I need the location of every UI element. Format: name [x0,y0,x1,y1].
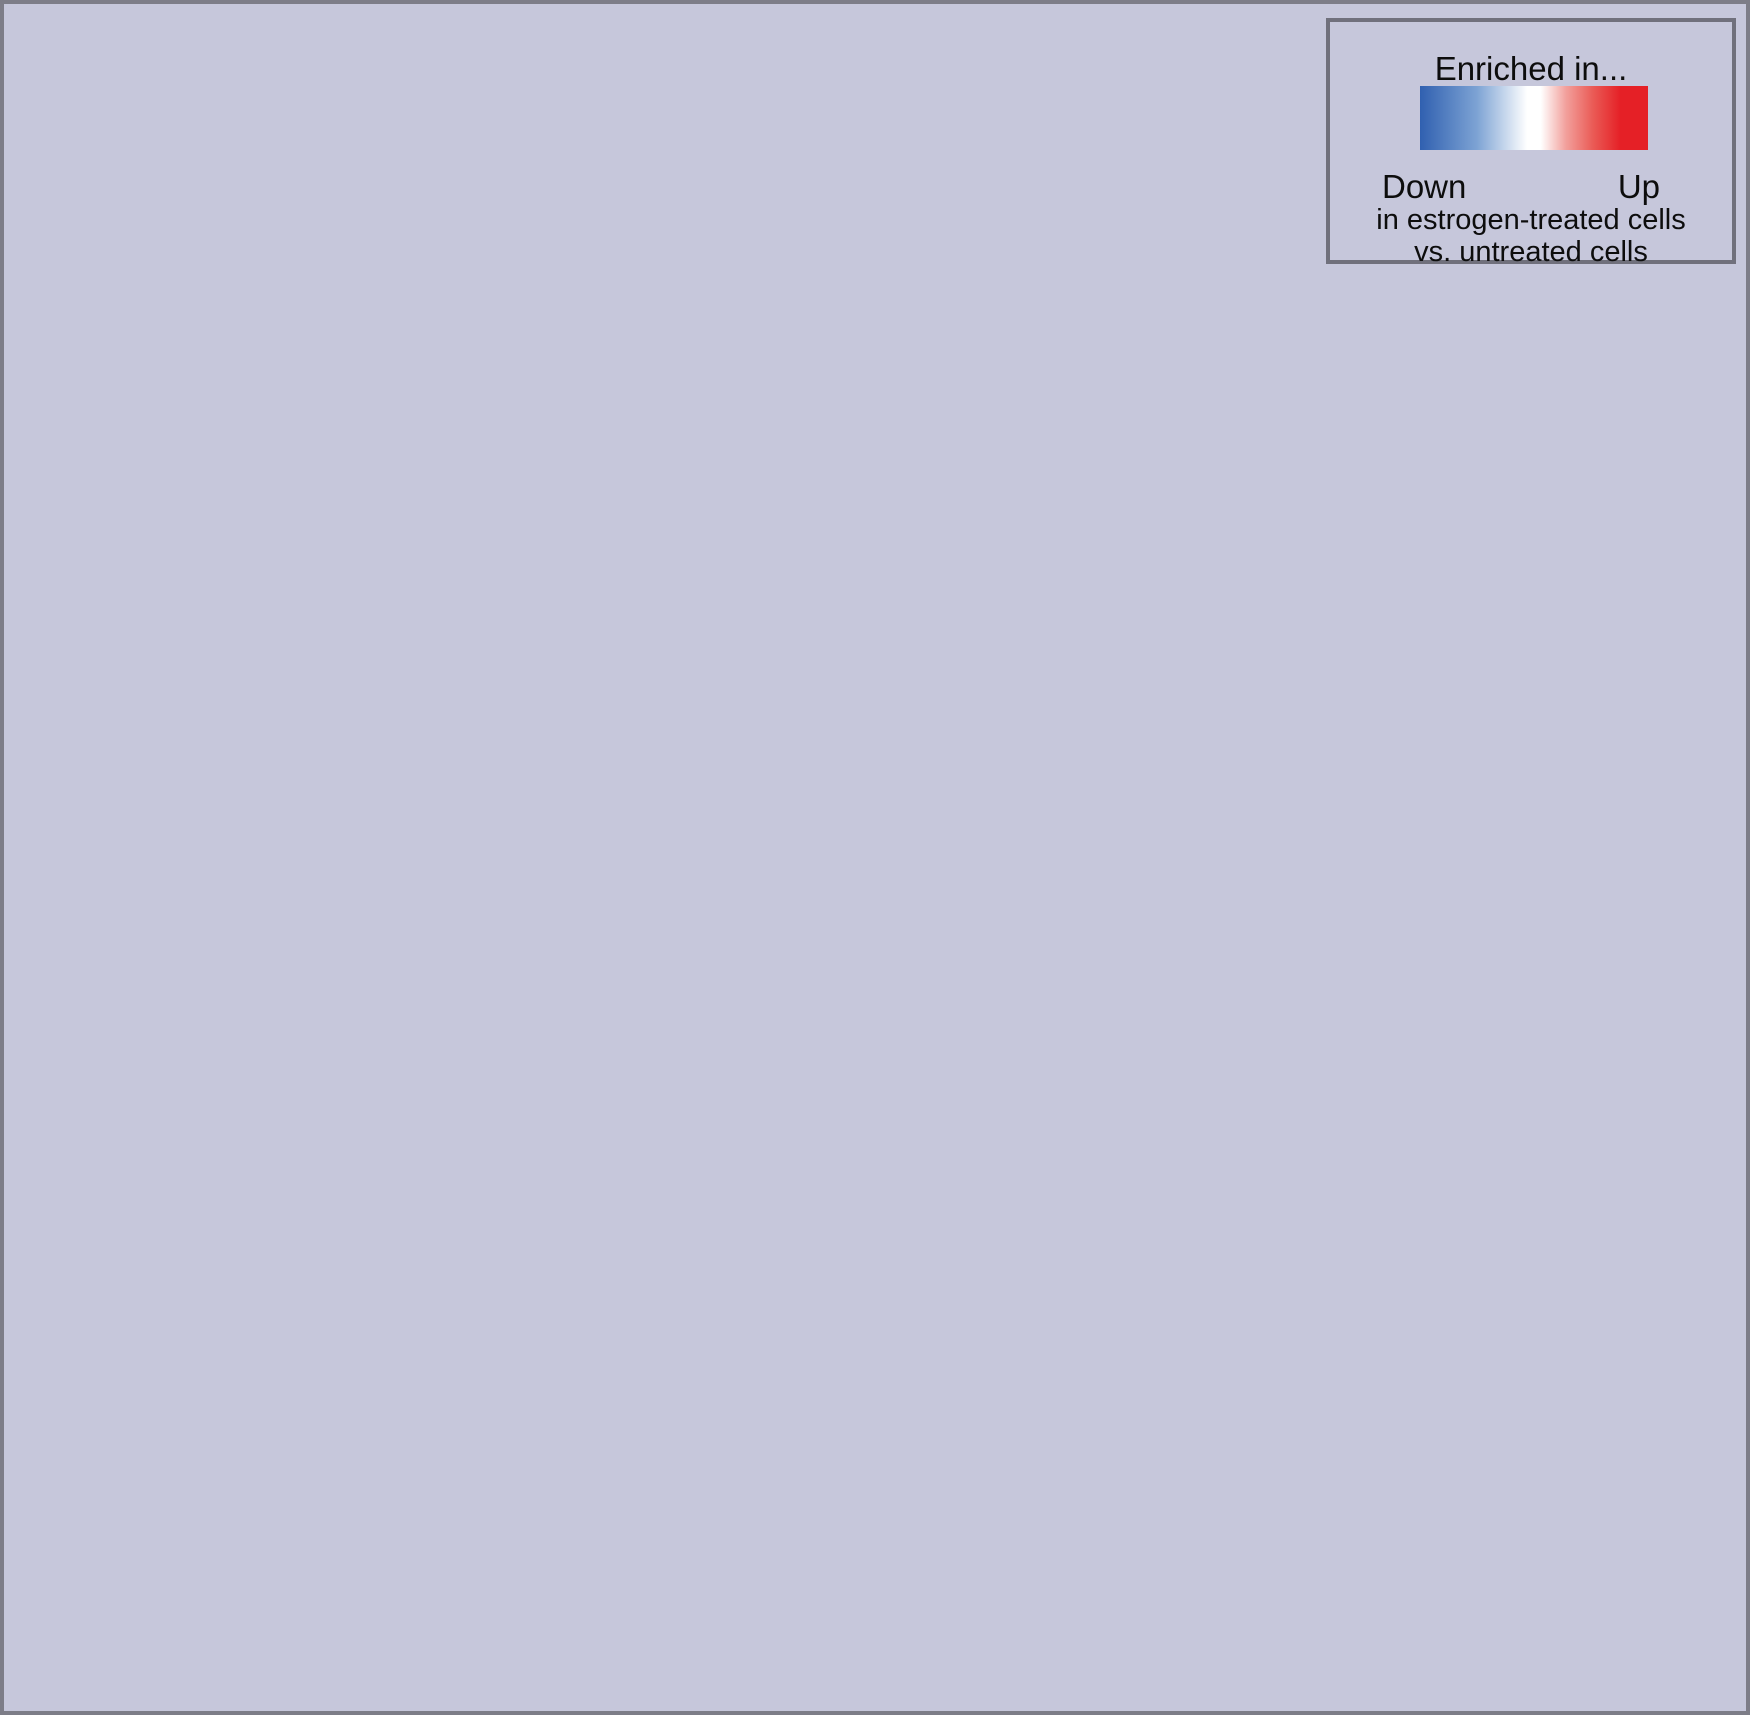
legend-down-label: Down [1382,168,1467,205]
legend-subtitle-2: vs. untreated cells [1414,236,1648,268]
legend-up-label: Up [1617,168,1660,205]
legend-title: Enriched in... [1434,50,1628,87]
legend-box: Enriched in... Down Up in estrogen-treat… [1326,18,1736,268]
legend-subtitle-1: in estrogen-treated cells [1376,204,1686,236]
legend-gradient-bar [1420,86,1648,150]
